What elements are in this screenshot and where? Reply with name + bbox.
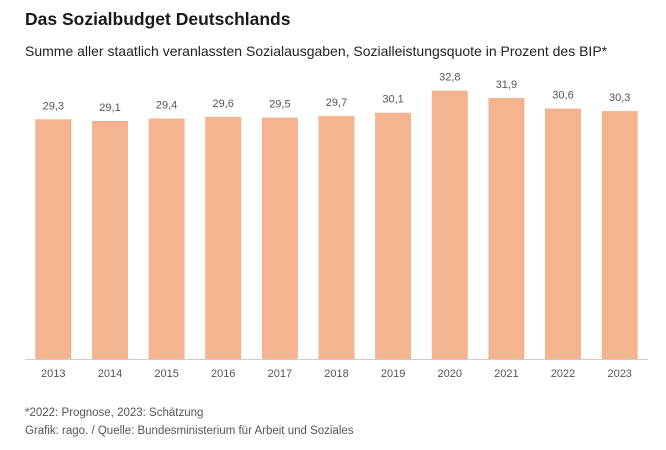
bar-2023 <box>601 111 638 359</box>
bar-chart: 29,3 2013 29,1 2014 29,4 2015 29,6 2016 29,5 2017… <box>25 72 648 380</box>
x-tick-label-2022: 2022 <box>551 368 575 380</box>
value-label-2018: 29,7 <box>326 97 347 109</box>
value-label-2014: 29,1 <box>99 102 120 114</box>
x-tick-label-2017: 2017 <box>268 368 292 380</box>
bar-2022 <box>545 108 581 359</box>
bar-2016 <box>205 116 242 359</box>
bar-2014 <box>92 120 128 360</box>
value-label-2022: 30,6 <box>552 90 573 102</box>
bar-2017 <box>261 117 298 359</box>
value-label-2015: 29,4 <box>156 100 177 112</box>
footnote: *2022: Prognose, 2023: Schätzung <box>25 407 204 419</box>
bar-2018 <box>318 116 355 359</box>
value-label-2023: 30,3 <box>609 92 630 104</box>
bar-2020 <box>431 90 468 359</box>
x-tick-label-2016: 2016 <box>211 368 235 380</box>
x-tick-label-2013: 2013 <box>41 368 65 380</box>
chart-title: Das Sozialbudget Deutschlands <box>25 9 291 29</box>
value-label-2013: 29,3 <box>43 100 64 112</box>
value-label-2017: 29,5 <box>269 99 290 111</box>
value-label-2019: 30,1 <box>382 94 403 106</box>
value-label-2020: 32,8 <box>439 72 460 84</box>
value-label-2021: 31,9 <box>496 79 517 91</box>
bar-2015 <box>148 118 185 359</box>
chart-subtitle: Summe aller staatlich veranlassten Sozia… <box>25 43 608 59</box>
x-tick-label-2020: 2020 <box>438 368 462 380</box>
x-tick-label-2015: 2015 <box>154 368 178 380</box>
bar-2019 <box>375 112 412 359</box>
x-tick-label-2018: 2018 <box>324 368 348 380</box>
x-tick-label-2014: 2014 <box>98 368 122 380</box>
x-tick-label-2023: 2023 <box>607 368 631 380</box>
bar-2021 <box>488 98 525 359</box>
source-credit: Grafik: rago. / Quelle: Bundesministeriu… <box>25 425 354 437</box>
x-tick-label-2021: 2021 <box>494 368 518 380</box>
x-tick-label-2019: 2019 <box>381 368 405 380</box>
value-label-2016: 29,6 <box>212 98 233 110</box>
bar-2013 <box>35 119 72 359</box>
